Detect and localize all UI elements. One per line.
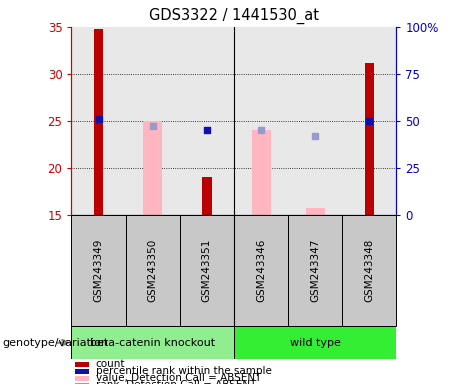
- Bar: [306, 209, 325, 215]
- Bar: [180, 215, 234, 326]
- Bar: [71, 326, 234, 359]
- Text: percentile rank within the sample: percentile rank within the sample: [96, 366, 272, 376]
- Text: genotype/variation: genotype/variation: [2, 338, 108, 348]
- Bar: [75, 376, 89, 381]
- Bar: [75, 383, 89, 384]
- Text: GSM243350: GSM243350: [148, 239, 158, 302]
- Point: [95, 116, 102, 122]
- Bar: [234, 326, 396, 359]
- Text: GSM243348: GSM243348: [364, 239, 374, 303]
- Bar: [202, 177, 212, 215]
- Bar: [125, 215, 180, 326]
- Bar: [365, 63, 374, 215]
- Point: [312, 133, 319, 139]
- Text: GSM243351: GSM243351: [202, 239, 212, 303]
- Title: GDS3322 / 1441530_at: GDS3322 / 1441530_at: [149, 8, 319, 24]
- Text: rank, Detection Call = ABSENT: rank, Detection Call = ABSENT: [96, 380, 256, 384]
- Bar: [252, 131, 271, 215]
- Bar: [75, 362, 89, 366]
- Point: [149, 122, 156, 129]
- Point: [257, 127, 265, 134]
- Bar: [288, 215, 342, 326]
- Text: GSM243349: GSM243349: [94, 239, 104, 303]
- Bar: [75, 369, 89, 374]
- Bar: [143, 121, 162, 215]
- Text: value, Detection Call = ABSENT: value, Detection Call = ABSENT: [96, 373, 261, 383]
- Point: [366, 118, 373, 124]
- Bar: [342, 215, 396, 326]
- Text: wild type: wild type: [290, 338, 341, 348]
- Text: GSM243347: GSM243347: [310, 239, 320, 303]
- Text: count: count: [96, 359, 125, 369]
- Bar: [234, 215, 288, 326]
- Bar: [94, 29, 103, 215]
- Point: [203, 127, 211, 134]
- Bar: [71, 215, 125, 326]
- Text: GSM243346: GSM243346: [256, 239, 266, 303]
- Text: beta-catenin knockout: beta-catenin knockout: [90, 338, 215, 348]
